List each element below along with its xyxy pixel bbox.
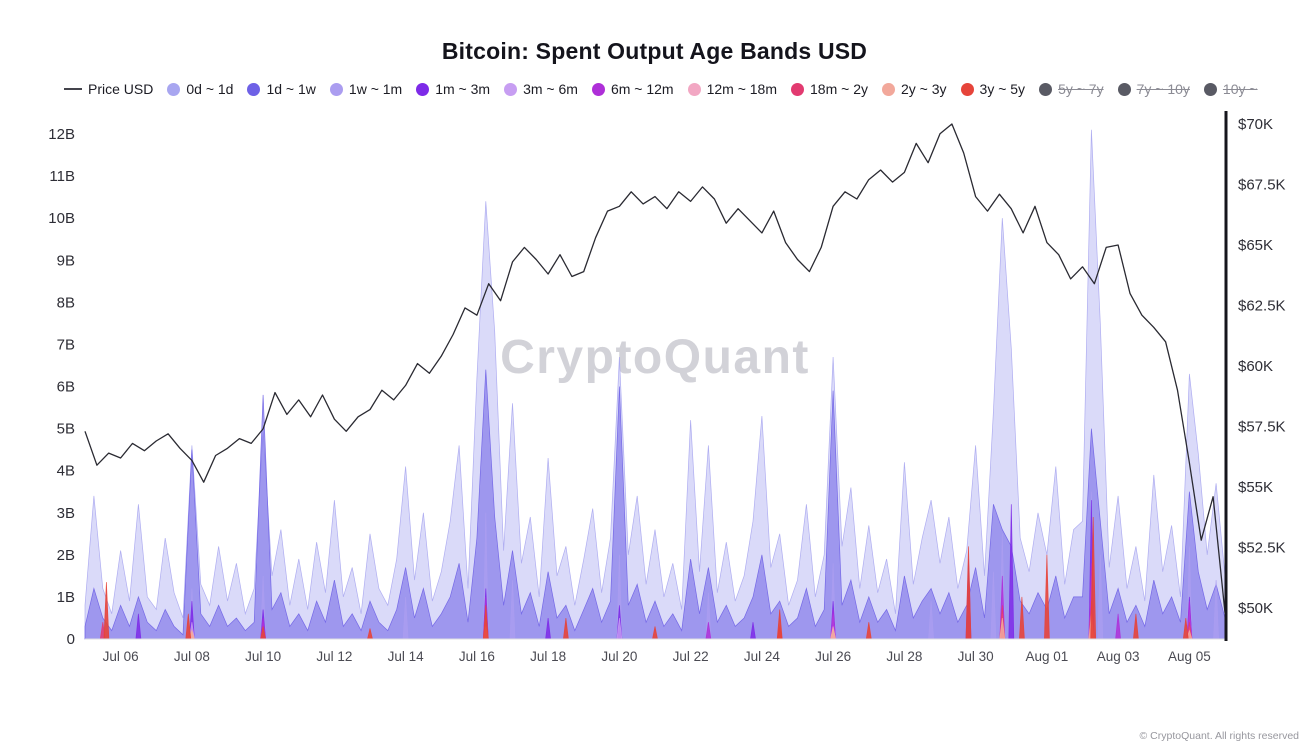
y-right-tick-label: $62.5K <box>1238 298 1286 315</box>
chart-svg[interactable]: CryptoQuant 0 1B 2B 3B 4B 5B 6B 7B 8B 9B 10B 11B 12B $… <box>0 101 1309 681</box>
x-tick-label: Jul 12 <box>316 649 352 664</box>
y-right-tick-label: $60K <box>1238 358 1273 375</box>
legend-label: 1w ~ 1m <box>348 81 403 97</box>
x-tick-label: Aug 01 <box>1025 649 1068 664</box>
x-tick-label: Jul 24 <box>744 649 781 664</box>
legend-dot-3m-6m <box>504 82 518 96</box>
y-left-tick-label: 7B <box>57 336 75 353</box>
legend-dot-7y-10y <box>1117 82 1131 96</box>
x-tick-label: Jul 14 <box>388 649 425 664</box>
x-tick-label: Jul 10 <box>245 649 281 664</box>
legend-label: 5y ~ 7y <box>1058 81 1104 97</box>
legend-item-3y-5y[interactable]: 3y ~ 5y <box>960 81 1026 97</box>
legend-label: 2y ~ 3y <box>901 81 947 97</box>
legend-dot-0d-1d <box>167 82 181 96</box>
y-left-tick-label: 4B <box>57 463 75 480</box>
price-line-swatch <box>64 88 82 90</box>
y-left-tick-label: 11B <box>49 168 75 185</box>
legend: Price USD 0d ~ 1d 1d ~ 1w 1w ~ 1m 1m ~ 3m 3m … <box>64 81 1289 97</box>
x-tick-label: Jul 20 <box>601 649 637 664</box>
legend-item-1w-1m[interactable]: 1w ~ 1m <box>329 81 403 97</box>
y-left-tick-label: 8B <box>57 294 75 311</box>
chart-title: Bitcoin: Spent Output Age Bands USD <box>441 38 868 64</box>
legend-item-6m-12m[interactable]: 6m ~ 12m <box>591 81 674 97</box>
legend-label: 1m ~ 3m <box>435 81 491 97</box>
legend-item-10y[interactable]: 10y ~ <box>1203 81 1258 97</box>
y-left-tick-label: 5B <box>57 421 75 438</box>
legend-dot-1m-3m <box>416 82 430 96</box>
legend-item-12m-18m[interactable]: 12m ~ 18m <box>687 81 778 97</box>
legend-label: 3y ~ 5y <box>979 81 1026 97</box>
y-right-tick-label: $50K <box>1238 600 1273 617</box>
legend-dot-12m-18m <box>687 82 701 96</box>
legend-dot-5y-7y <box>1039 82 1053 96</box>
legend-label: 1d ~ 1w <box>266 81 316 97</box>
x-tick-label: Jul 22 <box>673 649 709 664</box>
y-right-tick-label: $57.5K <box>1238 419 1286 436</box>
legend-dot-10y <box>1203 82 1217 96</box>
x-tick-label: Aug 03 <box>1097 649 1140 664</box>
legend-dot-18m-2y <box>791 82 805 96</box>
legend-dot-2y-3y <box>882 82 895 96</box>
legend-item-price-usd[interactable]: Price USD <box>64 81 153 97</box>
legend-dot-3y-5y <box>960 82 974 96</box>
legend-item-2y-3y[interactable]: 2y ~ 3y <box>882 81 947 97</box>
y-left-tick-label: 3B <box>57 505 75 522</box>
x-tick-label: Jul 18 <box>530 649 566 664</box>
legend-label: 12m ~ 18m <box>706 81 778 97</box>
y-left-tick-label: 10B <box>48 210 75 227</box>
y-left-tick-label: 9B <box>57 252 75 269</box>
legend-item-1m-3m[interactable]: 1m ~ 3m <box>416 81 490 97</box>
legend-dot-6m-12m <box>591 82 605 96</box>
legend-item-18m-2y[interactable]: 18m ~ 2y <box>791 81 868 97</box>
y-left-tick-label: 0 <box>67 631 75 648</box>
y-left-tick-label: 2B <box>57 547 75 564</box>
legend-item-0d-1d[interactable]: 0d ~ 1d <box>167 81 233 97</box>
legend-label: 18m ~ 2y <box>810 81 868 97</box>
y-right-tick-label: $70K <box>1238 116 1273 133</box>
legend-label: 0d ~ 1d <box>186 81 234 97</box>
legend-dot-1d-1w <box>247 82 261 96</box>
price-line <box>84 123 1226 613</box>
y-right-tick-label: $67.5K <box>1238 177 1286 194</box>
legend-dot-1w-1m <box>329 82 343 96</box>
y-left-tick-label: 12B <box>48 126 75 143</box>
y-right-tick-label: $52.5K <box>1238 540 1286 557</box>
cryptoquant-watermark: CryptoQuant <box>500 331 810 384</box>
legend-label: Price USD <box>88 81 154 97</box>
legend-label: 7y ~ 10y <box>1136 81 1190 97</box>
x-tick-label: Jul 08 <box>174 649 210 664</box>
legend-item-1d-1w[interactable]: 1d ~ 1w <box>247 81 316 97</box>
y-left-tick-label: 1B <box>57 589 75 606</box>
x-tick-label: Jul 16 <box>459 649 495 664</box>
legend-item-7y-10y[interactable]: 7y ~ 10y <box>1117 81 1190 97</box>
x-tick-label: Jul 28 <box>886 649 922 664</box>
legend-item-5y-7y[interactable]: 5y ~ 7y <box>1039 81 1104 97</box>
legend-label: 10y ~ <box>1222 81 1258 97</box>
x-tick-label: Aug 05 <box>1168 649 1211 664</box>
x-tick-label: Jul 30 <box>958 649 994 664</box>
legend-item-3m-6m[interactable]: 3m ~ 6m <box>504 81 578 97</box>
legend-label: 3m ~ 6m <box>523 81 578 97</box>
legend-label: 6m ~ 12m <box>610 81 674 97</box>
copyright-note: © CryptoQuant. All rights reserved <box>1139 730 1299 742</box>
right-axis-spine <box>1224 111 1228 641</box>
y-right-tick-label: $65K <box>1238 237 1273 254</box>
band-area-0d-1d <box>84 129 1226 640</box>
x-tick-label: Jul 26 <box>815 649 851 664</box>
y-right-tick-label: $55K <box>1238 479 1273 496</box>
x-tick-label: Jul 06 <box>103 649 139 664</box>
y-left-tick-label: 6B <box>57 379 75 396</box>
chart-area: CryptoQuant 0 1B 2B 3B 4B 5B 6B 7B 8B 9B 10B 11B 12B $… <box>0 101 1309 686</box>
